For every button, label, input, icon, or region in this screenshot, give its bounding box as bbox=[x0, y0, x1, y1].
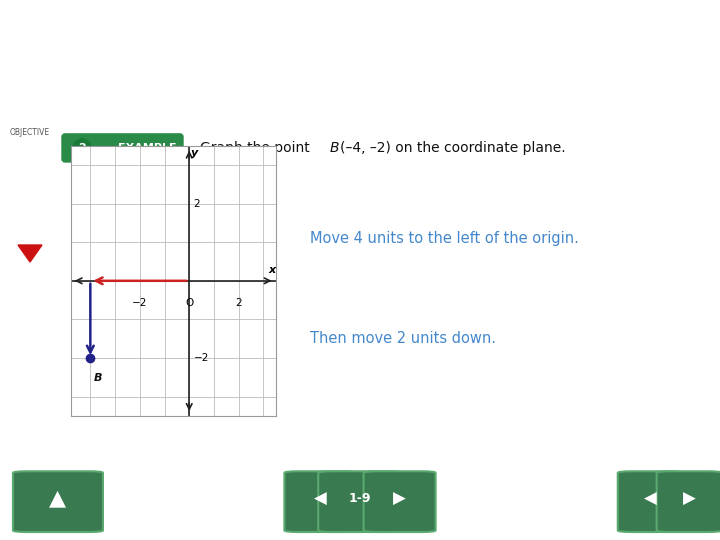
Text: ◀: ◀ bbox=[644, 489, 657, 508]
Text: 1-9: 1-9 bbox=[348, 492, 372, 505]
Text: 2: 2 bbox=[194, 199, 200, 208]
FancyBboxPatch shape bbox=[62, 134, 183, 162]
Polygon shape bbox=[18, 245, 42, 262]
Text: 1: 1 bbox=[25, 145, 35, 159]
Text: −2: −2 bbox=[132, 298, 148, 308]
Text: ▶: ▶ bbox=[393, 489, 406, 508]
Text: x: x bbox=[269, 265, 276, 275]
Text: OBJECTIVE: OBJECTIVE bbox=[10, 129, 50, 137]
FancyBboxPatch shape bbox=[318, 471, 402, 532]
Text: O: O bbox=[185, 298, 194, 308]
Text: ALGEBRA 1  LESSON 1-9: ALGEBRA 1 LESSON 1-9 bbox=[11, 70, 133, 78]
FancyBboxPatch shape bbox=[364, 471, 436, 532]
Text: MAIN MENU: MAIN MENU bbox=[23, 444, 92, 454]
FancyBboxPatch shape bbox=[657, 471, 720, 532]
Text: −2: −2 bbox=[194, 353, 209, 363]
Text: Move 4 units to the left of the origin.: Move 4 units to the left of the origin. bbox=[310, 231, 579, 246]
Text: B: B bbox=[330, 141, 340, 155]
FancyBboxPatch shape bbox=[13, 471, 103, 532]
FancyBboxPatch shape bbox=[618, 471, 683, 532]
Text: PAGE: PAGE bbox=[647, 444, 678, 454]
Text: ▶: ▶ bbox=[683, 489, 696, 508]
Text: EXAMPLE: EXAMPLE bbox=[117, 143, 176, 153]
Text: Graphing Data on the Coordinate Plane: Graphing Data on the Coordinate Plane bbox=[11, 25, 444, 44]
Text: ◀: ◀ bbox=[314, 489, 327, 508]
Text: Prentice: Prentice bbox=[649, 48, 690, 57]
Text: Then move 2 units down.: Then move 2 units down. bbox=[310, 331, 496, 346]
Text: 2: 2 bbox=[235, 298, 242, 308]
Circle shape bbox=[73, 139, 91, 157]
Text: PEARSON: PEARSON bbox=[645, 21, 694, 30]
Text: Additional Examples: Additional Examples bbox=[13, 98, 156, 112]
Text: y: y bbox=[191, 148, 198, 158]
Text: Graph the point: Graph the point bbox=[200, 141, 314, 155]
Text: ▲: ▲ bbox=[49, 489, 66, 509]
FancyBboxPatch shape bbox=[284, 471, 356, 532]
Text: B: B bbox=[94, 373, 102, 383]
Text: 2: 2 bbox=[78, 143, 86, 153]
Text: LESSON: LESSON bbox=[337, 444, 383, 454]
Text: (–4, –2) on the coordinate plane.: (–4, –2) on the coordinate plane. bbox=[340, 141, 566, 155]
Text: Hall: Hall bbox=[660, 70, 680, 79]
